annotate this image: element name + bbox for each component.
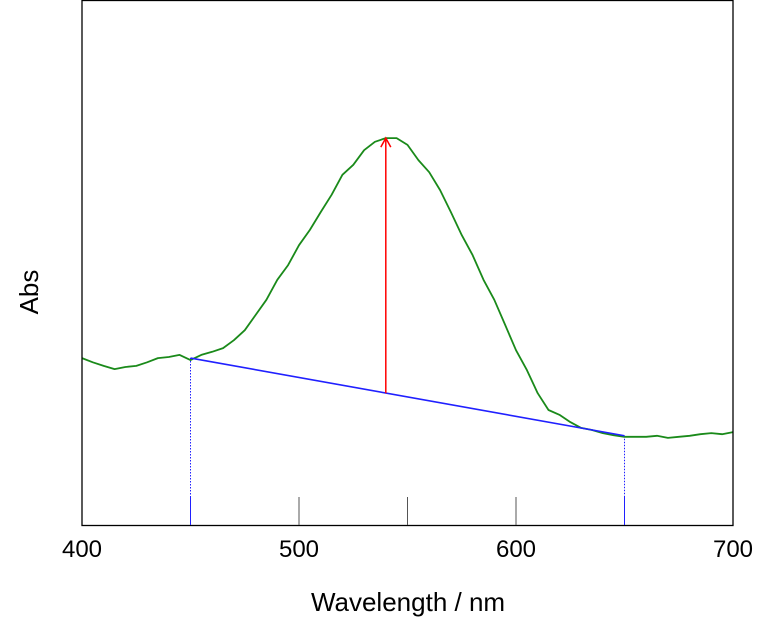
x-tick-label: 700 <box>713 536 753 563</box>
x-tick-label: 500 <box>279 536 319 563</box>
plot-frame <box>82 1 733 526</box>
x-tick-label: 600 <box>496 536 536 563</box>
spectrum-line <box>82 138 733 438</box>
x-tick-label: 400 <box>62 536 102 563</box>
baseline-line <box>191 358 625 436</box>
y-axis-label: Abs <box>14 270 44 315</box>
x-axis-label: Wavelength / nm <box>311 587 505 617</box>
